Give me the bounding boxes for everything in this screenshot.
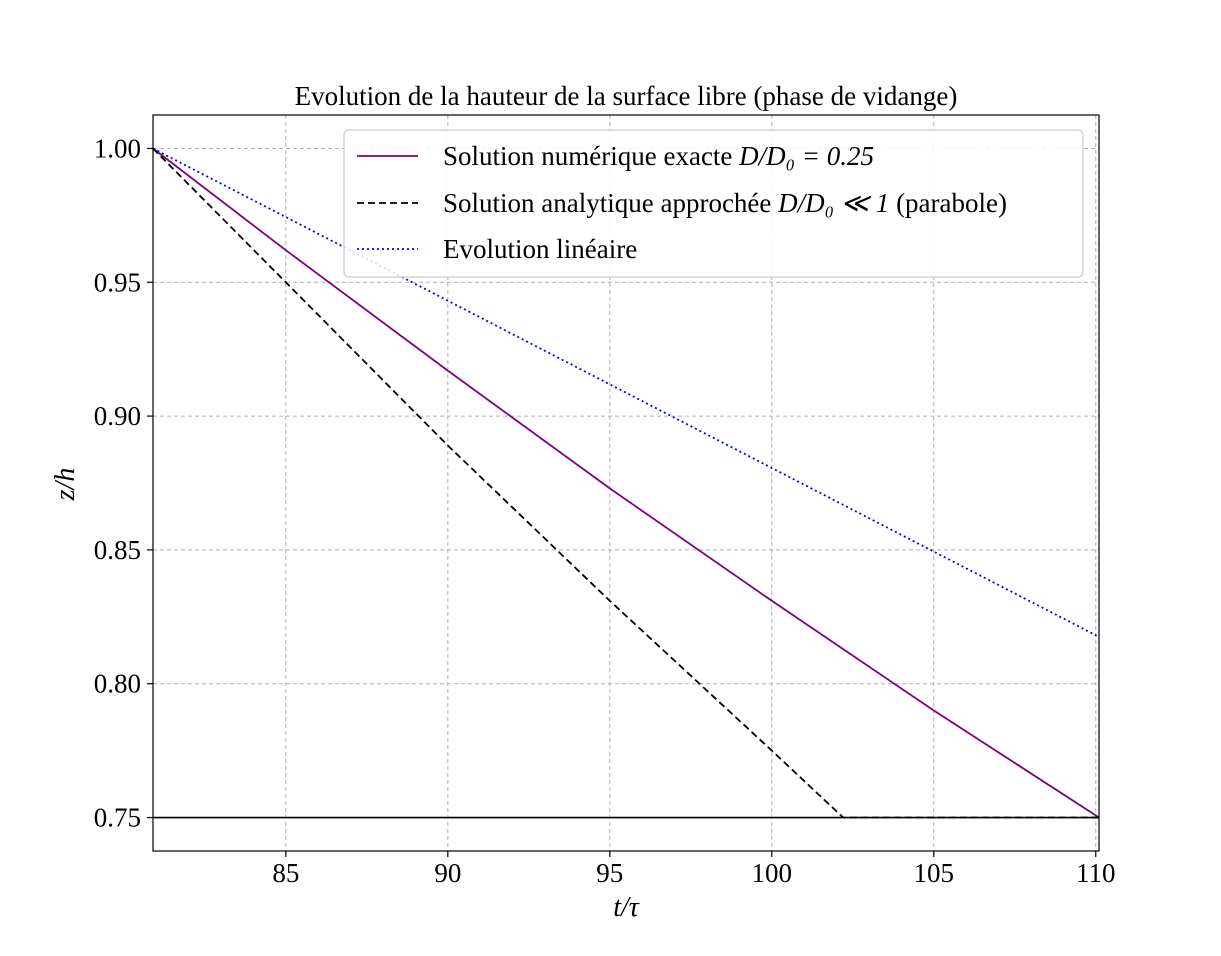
- y-tick-label: 0.85: [94, 535, 141, 565]
- y-tick-label: 0.90: [94, 401, 141, 431]
- plot-frame: [152, 114, 1100, 852]
- x-axis-label: t/τ: [613, 892, 640, 923]
- y-tick-label: 1.00: [94, 133, 141, 163]
- x-tick-label: 95: [596, 858, 623, 888]
- x-tick-label: 85: [272, 858, 299, 888]
- x-tick-label: 100: [752, 858, 793, 888]
- x-tick-label: 105: [914, 858, 955, 888]
- chart-title: Evolution de la hauteur de la surface li…: [295, 81, 958, 111]
- y-tick-label: 0.95: [94, 267, 141, 297]
- legend-label-3: Evolution linéaire: [443, 234, 637, 264]
- legend: Solution numérique exacte D/D₀ = 0.25 Sol…: [343, 129, 1084, 278]
- series-line-1: [152, 147, 1100, 819]
- y-tick-label: 0.80: [94, 669, 141, 699]
- y-axis-label: z/h: [50, 468, 81, 502]
- x-tick-label: 110: [1076, 858, 1116, 888]
- legend-box: [343, 129, 1084, 278]
- y-axis-ticks: 0.75 0.80 0.85 0.90 0.95 1.00: [94, 133, 153, 833]
- x-tick-label: 90: [434, 858, 461, 888]
- legend-label-1: Solution numérique exacte D/D₀ = 0.25: [443, 141, 874, 171]
- x-axis-ticks: 85 90 95 100 105 110: [272, 851, 1116, 888]
- legend-label-2: Solution analytique approchée D/D₀ ≪ 1 (…: [443, 188, 1007, 218]
- series-line-2: [152, 147, 1099, 819]
- y-tick-label: 0.75: [94, 803, 141, 833]
- series-layer: [152, 147, 1100, 819]
